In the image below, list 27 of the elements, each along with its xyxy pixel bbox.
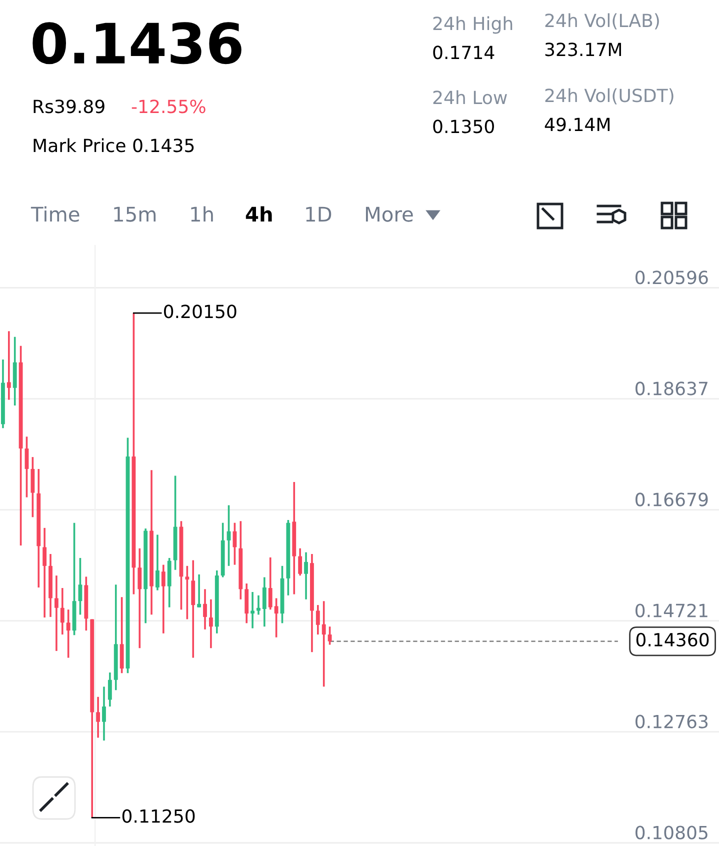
- y-tick-label: 0.18637: [636, 382, 708, 396]
- text: 24h Vol(USDT): [545, 88, 674, 104]
- text: 15m: [114, 206, 156, 222]
- y-tick-label: 0.10805: [636, 826, 708, 840]
- text: More: [366, 206, 413, 222]
- y-tick-label: 0.16679: [636, 492, 708, 506]
- text: 24h Vol(LAB): [545, 13, 659, 30]
- text: Mark Price 0.1435: [34, 138, 194, 152]
- text: 323.17M: [545, 42, 621, 56]
- ref-line-label: 0.14360: [636, 632, 709, 647]
- text: 4h: [246, 206, 272, 222]
- text: 24h High: [433, 16, 512, 34]
- text: -12.55%: [132, 100, 206, 114]
- text: Rs39.89: [34, 100, 104, 114]
- text: Time: [30, 206, 80, 222]
- annotation: 0.20150: [164, 304, 236, 318]
- text: 1D: [306, 206, 332, 222]
- text: 0.1714: [433, 46, 494, 60]
- text: 24h Low: [433, 90, 507, 104]
- text: 0.1436: [32, 22, 242, 64]
- y-tick-label: 0.12763: [636, 714, 708, 728]
- text: 49.14M: [544, 118, 610, 132]
- y-tick-label: 0.14721: [636, 604, 708, 618]
- y-tick-label: 0.20596: [636, 270, 708, 284]
- text: 0.1350: [433, 120, 494, 134]
- text: 1h: [191, 206, 213, 222]
- annotation: 0.11250: [122, 809, 195, 823]
